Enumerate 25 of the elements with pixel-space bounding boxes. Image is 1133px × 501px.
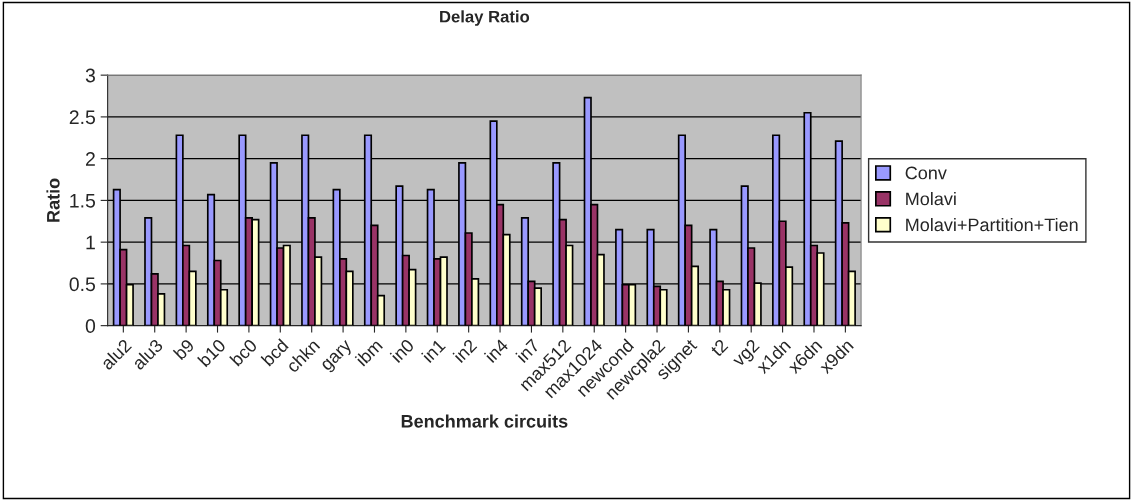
x-tick-label: in0: [389, 337, 415, 364]
y-tick-label: 3: [85, 68, 95, 83]
x-axis-title: Benchmark circuits: [401, 414, 568, 428]
x-tick-label: t2: [709, 338, 729, 358]
x-tick-label: in2: [452, 338, 478, 363]
legend-label: Conv: [905, 166, 947, 180]
x-tick-label: ibm: [354, 338, 384, 367]
x-tick-label: bcd: [260, 338, 289, 367]
y-tick-label: 1: [86, 235, 95, 250]
y-tick-label: 1.5: [70, 194, 96, 208]
y-tick-label: 2: [85, 152, 95, 166]
legend-label: Molavi+Partition+Tien: [906, 217, 1078, 232]
x-tick-label: bc0: [229, 337, 258, 367]
y-tick-label: 0.5: [69, 277, 96, 292]
chart-title: Delay Ratio: [440, 10, 530, 26]
y-tick-label: 0: [85, 319, 96, 333]
y-axis-title: Ratio: [46, 178, 60, 222]
x-tick-label: alu3: [131, 338, 164, 371]
x-tick-label: in4: [483, 337, 509, 363]
x-tick-label: in1: [421, 338, 446, 363]
legend-label: Molavi: [906, 192, 956, 206]
x-tick-label: b10: [197, 337, 227, 368]
x-tick-label: b9: [172, 338, 195, 361]
y-tick-label: 2.5: [69, 110, 96, 125]
x-tick-label: alu2: [99, 338, 133, 371]
